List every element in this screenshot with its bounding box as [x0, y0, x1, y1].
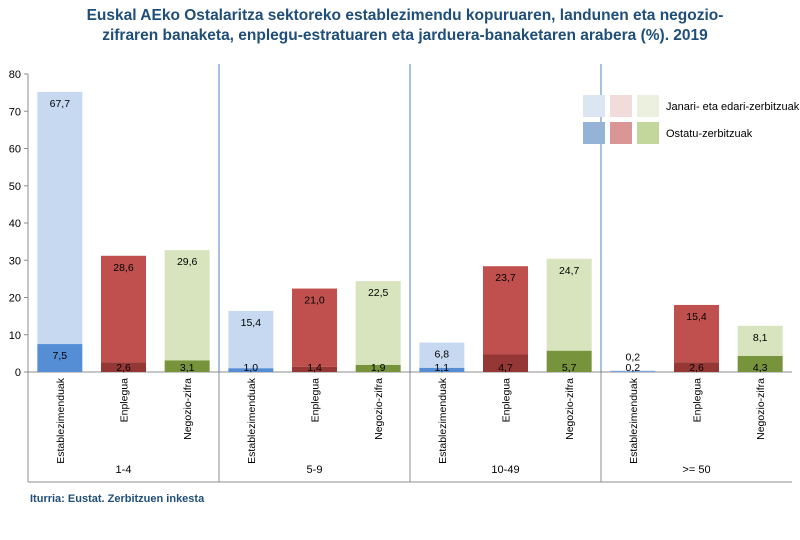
data-label-janari: 67,7	[50, 98, 71, 110]
x-group-label: 10-49	[491, 464, 519, 476]
x-metric-label: Negozio-zifra	[755, 378, 767, 440]
data-label-ostatu: 2,6	[116, 362, 131, 374]
bar-janari-segment	[292, 288, 337, 367]
data-label-ostatu: 1,4	[307, 362, 322, 374]
source-note: Iturria: Eustat. Zerbitzuen inkesta	[30, 493, 205, 505]
bar-ostatu-segment	[483, 354, 528, 372]
data-label-janari: 23,7	[495, 272, 516, 284]
x-metric-label: Establezimenduak	[55, 377, 67, 464]
y-tick-label: 30	[9, 255, 21, 267]
legend-swatch-ostatu	[583, 122, 605, 144]
data-label-ostatu: 4,3	[753, 362, 768, 374]
data-label-janari: 8,1	[753, 332, 768, 344]
data-label-janari: 29,6	[177, 256, 198, 268]
bar-janari-segment	[419, 342, 465, 368]
data-label-janari: 28,6	[113, 262, 134, 274]
legend-swatch-ostatu	[637, 122, 659, 144]
data-label-janari: 0,2	[626, 352, 641, 364]
bar-ostatu-segment	[101, 362, 146, 372]
bar-ostatu-segment	[228, 368, 274, 372]
bar-ostatu-segment	[37, 344, 83, 372]
data-label-janari: 24,7	[559, 265, 580, 277]
x-group-label: 1-4	[116, 464, 132, 476]
data-label-ostatu: 1,0	[244, 362, 259, 374]
data-label-ostatu: 1,1	[435, 362, 450, 374]
x-metric-label: Negozio-zifra	[373, 378, 385, 440]
x-metric-label: Establezimenduak	[628, 377, 640, 464]
data-label-janari: 22,5	[368, 287, 389, 299]
y-tick-label: 0	[15, 367, 21, 379]
bar-janari-segment	[483, 266, 528, 355]
data-label-ostatu: 5,7	[562, 362, 577, 374]
x-metric-label: Negozio-zifra	[564, 378, 576, 440]
y-tick-label: 80	[9, 69, 21, 81]
y-tick-label: 70	[9, 106, 21, 118]
legend-swatch-janari	[583, 95, 605, 117]
bar-ostatu-segment	[610, 371, 656, 372]
y-tick-label: 10	[9, 330, 21, 342]
bar-janari-segment	[737, 325, 783, 356]
chart-title: Euskal AEko Ostalaritza sektoreko establ…	[60, 6, 750, 46]
legend-swatch-ostatu	[610, 122, 632, 144]
x-metric-label: Establezimenduak	[246, 377, 258, 464]
bar-ostatu-segment	[164, 360, 210, 372]
data-label-janari: 15,4	[241, 317, 262, 329]
data-label-janari: 6,8	[435, 349, 450, 361]
x-metric-label: Enplegua	[501, 378, 513, 423]
y-tick-label: 20	[9, 293, 21, 305]
chart-title-line-2: zifraren banaketa, enplegu-estratuaren e…	[102, 27, 708, 44]
bar-janari-segment	[546, 258, 592, 351]
x-metric-label: Negozio-zifra	[182, 378, 194, 440]
chart-title-line-1: Euskal AEko Ostalaritza sektoreko establ…	[86, 7, 724, 24]
data-label-ostatu: 3,1	[180, 362, 195, 374]
bar-janari-segment	[228, 310, 274, 369]
x-group-label: >= 50	[682, 464, 710, 476]
legend-label-ostatu: Ostatu-zerbitzuak	[666, 128, 753, 140]
bar-ostatu-segment	[546, 350, 592, 372]
x-group-label: 5-9	[307, 464, 323, 476]
legend-label-janari: Janari- eta edari-zerbitzuak	[666, 101, 800, 113]
data-label-ostatu: 4,7	[498, 362, 513, 374]
bar-janari-segment	[355, 281, 401, 365]
bar-janari-segment	[164, 250, 210, 361]
bar-ostatu-segment	[419, 367, 465, 372]
bar-ostatu-segment	[674, 362, 719, 372]
data-label-ostatu: 1,9	[371, 362, 386, 374]
x-metric-label: Enplegua	[119, 378, 131, 423]
bar-janari-segment	[37, 91, 83, 345]
y-tick-label: 60	[9, 144, 21, 156]
data-label-janari: 21,0	[304, 295, 325, 307]
legend-swatch-janari	[610, 95, 632, 117]
data-label-janari: 15,4	[686, 311, 707, 323]
bar-ostatu-segment	[355, 364, 401, 372]
bar-janari-segment	[101, 255, 146, 363]
y-tick-label: 50	[9, 181, 21, 193]
data-label-ostatu: 7,5	[53, 350, 68, 362]
x-metric-label: Enplegua	[310, 378, 322, 423]
legend-swatch-janari	[637, 95, 659, 117]
bar-ostatu-segment	[737, 355, 783, 372]
data-label-ostatu: 0,2	[626, 362, 641, 374]
bar-janari-segment	[674, 304, 719, 363]
data-label-ostatu: 2,6	[689, 362, 704, 374]
bar-ostatu-segment	[292, 366, 337, 372]
x-metric-label: Enplegua	[692, 378, 704, 423]
y-tick-label: 40	[9, 218, 21, 230]
bar-janari-segment	[610, 370, 656, 372]
x-metric-label: Establezimenduak	[437, 377, 449, 464]
